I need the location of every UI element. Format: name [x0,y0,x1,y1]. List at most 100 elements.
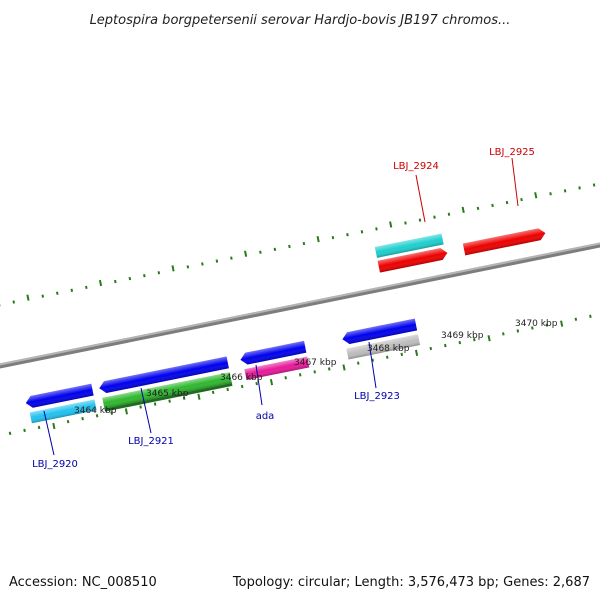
major-tick [197,393,201,400]
gene-lbj-2923[interactable] [341,318,421,360]
minor-tick [215,259,219,263]
kbp-label-3469: 3469 kbp [441,331,484,341]
map-title: Leptospira borgpetersenii serovar Hardjo… [90,13,511,28]
minor-tick [327,367,331,371]
minor-tick [8,431,12,435]
minor-tick [313,370,316,374]
major-tick [171,265,175,272]
minor-tick [186,265,190,269]
kbp-label-3468: 3468 kbp [367,344,410,354]
minor-tick [331,235,335,240]
minor-tick [545,323,549,327]
minor-tick [56,291,59,295]
gene-lbj-2925[interactable] [462,227,547,256]
gene-ada[interactable] [239,340,310,381]
minor-tick [240,384,244,389]
major-tick [316,235,320,243]
major-tick [269,378,274,386]
kbp-label-3464: 3464 kbp [74,406,117,416]
minor-tick [491,203,494,208]
minor-tick [549,192,552,196]
minor-tick [578,186,581,190]
major-tick [124,408,128,415]
minor-tick [255,381,258,386]
major-tick [461,206,465,213]
chromosome-backbone [0,231,600,380]
genome-summary-text: Topology: circular; Length: 3,576,473 bp… [232,575,590,590]
minor-tick [404,221,407,225]
major-tick [414,349,419,357]
major-tick [26,294,30,301]
major-tick [244,250,248,257]
minor-tick [41,294,45,298]
gene-label-lbj-2920: LBJ_2920 [32,459,78,470]
minor-tick [201,262,204,266]
minor-tick [516,329,520,333]
minor-tick [95,414,99,418]
minor-tick [360,230,364,234]
major-tick [487,335,491,342]
minor-tick [66,419,70,424]
minor-tick [458,340,462,345]
minor-tick [23,428,26,433]
forward-tick-scale [0,183,596,307]
minor-tick [375,227,378,231]
kbp-label-3470: 3470 kbp [515,319,558,329]
major-tick [52,422,56,430]
gene-lbj-2924[interactable] [374,233,449,273]
minor-tick [211,390,215,395]
minor-tick [37,425,41,430]
minor-tick [400,352,404,357]
gene-label-lbj-2924: LBJ_2924 [393,161,439,172]
minor-tick [168,399,171,403]
label-callouts [43,157,519,456]
minor-tick [447,212,451,216]
gene-label-lbj-2923: LBJ_2923 [354,391,400,402]
kbp-label-3466: 3466 kbp [220,373,263,383]
minor-tick [12,300,16,304]
minor-tick [0,303,1,307]
minor-tick [226,387,229,392]
reverse-tick-scale [8,314,592,435]
minor-tick [157,271,161,275]
gene-lbj-2921[interactable] [98,356,233,412]
minor-tick [531,326,534,330]
minor-tick [563,189,567,193]
minor-tick [114,279,117,284]
minor-tick [429,346,433,351]
major-tick [98,279,103,287]
accession-text: Accession: NC_008510 [9,575,157,590]
major-tick [560,320,564,327]
kbp-label-3465: 3465 kbp [146,389,189,399]
minor-tick [505,200,509,205]
minor-tick [70,288,74,292]
minor-tick [81,417,84,421]
gene-lbj-2920[interactable] [25,383,97,424]
minor-tick [288,244,291,249]
minor-tick [589,314,592,318]
minor-tick [128,276,132,281]
minor-tick [433,215,436,219]
minor-tick [273,247,277,252]
gene-label-lbj-2921: LBJ_2921 [128,436,174,447]
minor-tick [259,250,262,254]
minor-tick [502,332,505,336]
minor-tick [385,355,389,359]
minor-tick [476,206,480,211]
minor-tick [574,317,578,321]
major-tick [389,221,393,228]
minor-tick [418,218,422,222]
minor-tick [139,405,142,409]
major-tick [342,364,346,371]
gene-label-ada: ada [256,411,275,422]
minor-tick [473,338,476,342]
kbp-label-3467: 3467 kbp [294,358,337,368]
minor-tick [356,361,360,365]
minor-tick [298,373,302,377]
minor-tick [110,411,113,415]
minor-tick [346,233,349,237]
minor-tick [302,241,306,246]
gene-label-lbj-2925: LBJ_2925 [489,147,535,158]
minor-tick [85,285,88,290]
minor-tick [592,183,596,187]
